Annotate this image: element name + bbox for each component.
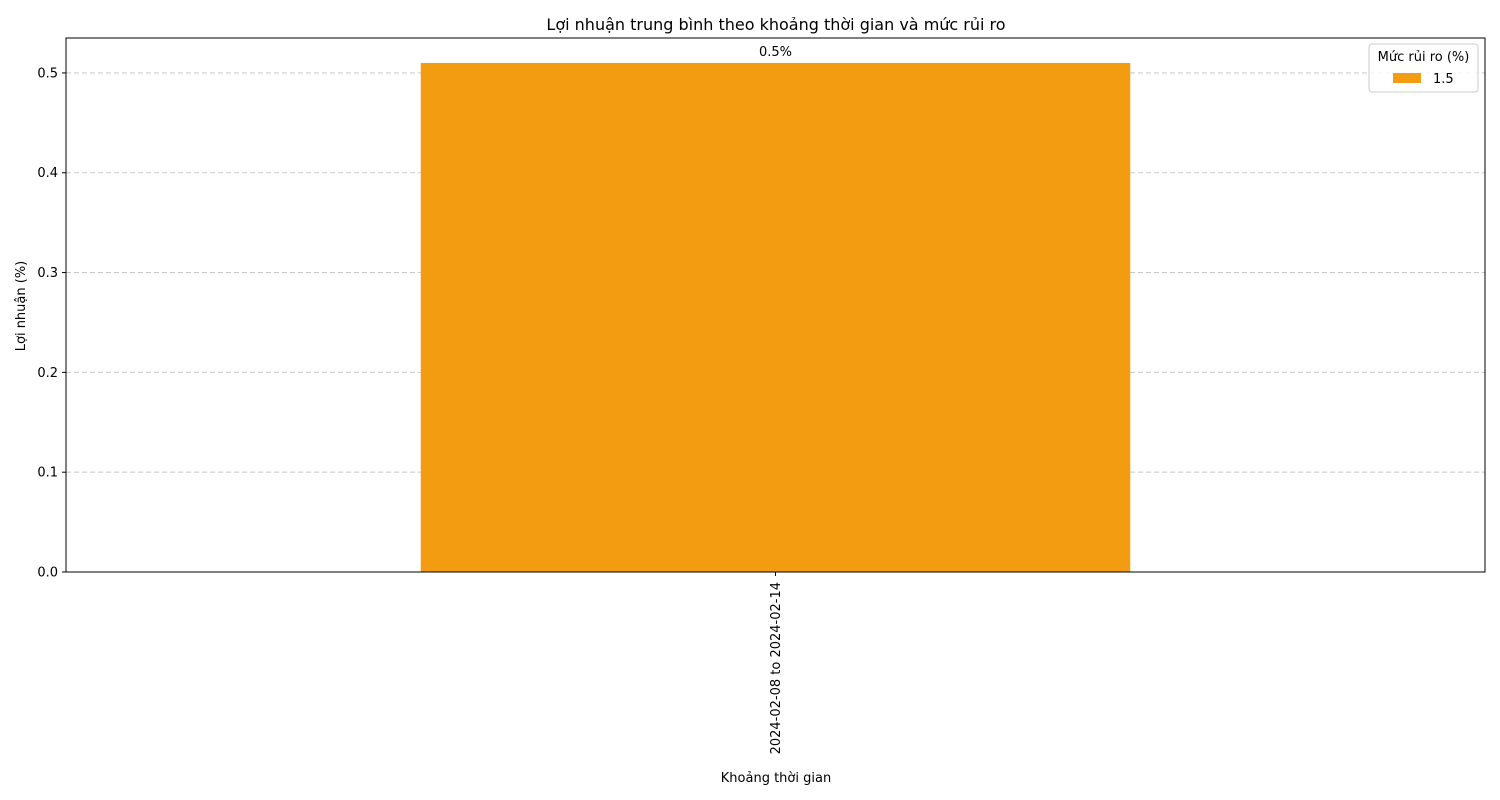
y-tick-label: 0.4 — [37, 166, 58, 181]
y-axis-label: Lợi nhuận (%) — [14, 261, 29, 352]
y-tick-label: 0.3 — [37, 266, 58, 281]
x-axis-label: Khoảng thời gian — [721, 771, 831, 786]
chart-title: Lợi nhuận trung bình theo khoảng thời gi… — [546, 15, 1005, 34]
legend: Mức rủi ro (%) 1.5 — [1368, 43, 1479, 93]
y-tick-label: 0.2 — [37, 366, 58, 381]
bar-data-label: 0.5% — [759, 45, 792, 60]
x-tick-label: 2024-02-08 to 2024-02-14 — [769, 582, 784, 754]
y-tick-label: 0.5 — [37, 66, 58, 81]
bar-group — [420, 62, 1131, 572]
legend-entry-label: 1.5 — [1433, 72, 1454, 87]
bar — [420, 62, 1131, 572]
y-tick-label: 0.0 — [37, 566, 58, 581]
plot-frame — [65, 37, 1486, 573]
legend-title: Mức rủi ro (%) — [1378, 50, 1470, 65]
y-tick-label: 0.1 — [37, 466, 58, 481]
grid-lines — [66, 72, 1485, 473]
axes — [62, 37, 1486, 576]
tick-labels: 0.0 0.1 0.2 0.3 0.4 0.5 2024-02-08 to 2024-02-… — [37, 66, 784, 754]
data-labels: 0.5% — [759, 45, 792, 60]
legend-swatch — [1393, 73, 1421, 83]
